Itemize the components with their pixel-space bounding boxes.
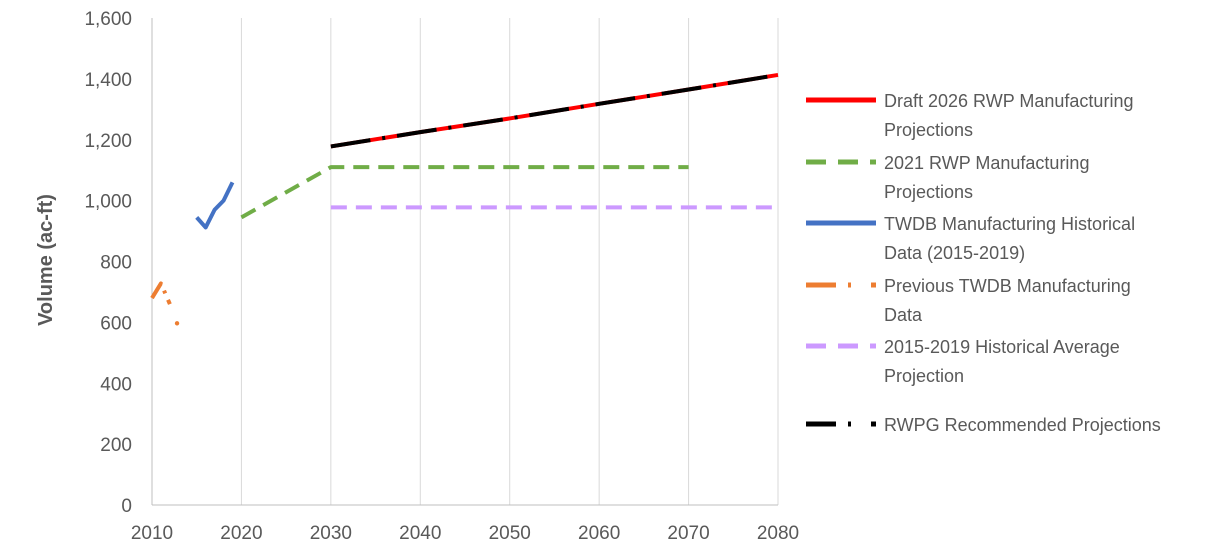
x-tick-label: 2040 [399,523,441,544]
legend-label: RWPG Recommended Projections [884,415,1161,435]
legend-entry: 2015-2019 Historical Average Projection [806,337,1120,386]
series-2021-rwp-manufacturing-projections-line [240,165,689,220]
series-previous-twdb-manufacturing-data [150,281,180,326]
axes [151,18,778,506]
legend-entry: Previous TWDB Manufacturing Data [806,276,1131,325]
legend-label: 2021 RWP Manufacturing [884,153,1089,173]
x-tick-label: 2070 [667,523,709,544]
legend-label: Data [884,305,923,325]
y-tick-label: 400 [100,374,132,395]
legend-label: Previous TWDB Manufacturing [884,276,1131,296]
legend-label: Draft 2026 RWP Manufacturing [884,91,1133,111]
y-tick-label: 0 [121,496,132,517]
y-tick-label: 600 [100,313,132,334]
y-tick-label: 1,600 [84,9,132,30]
x-tick-label: 2050 [489,523,531,544]
legend-label: Projections [884,120,973,140]
x-tick-label: 2010 [131,523,173,544]
legend: Draft 2026 RWP ManufacturingProjections2… [806,91,1161,435]
data-point [174,321,180,326]
series-rwpg-recommended-projections-line [330,72,779,149]
series-rwpg-recommended-projections [330,72,779,149]
legend-entry: 2021 RWP Manufacturing Projections [806,153,1089,202]
legend-entry: RWPG Recommended Projections [806,415,1161,435]
legend-label: Projection [884,366,964,386]
legend-label: TWDB Manufacturing Historical [884,214,1135,234]
y-tick-label: 800 [100,253,132,274]
legend-label: Data (2015-2019) [884,243,1025,263]
grid [240,18,779,505]
plot-area [150,72,779,326]
legend-entry: Draft 2026 RWP Manufacturing Projections [806,91,1133,140]
y-tick-label: 1,400 [84,70,132,91]
series-previous-twdb-manufacturing-data-line [150,281,172,305]
legend-label: 2015-2019 Historical Average [884,337,1120,357]
series-twdb-manufacturing-historical-data-2015-2019-line [195,181,235,230]
tick-labels: 0 200 400 600 800 1,000 1,200 1,400 1,600 2010 202… [84,9,799,544]
x-tick-label: 2080 [757,523,799,544]
x-tick-label: 2030 [310,523,352,544]
legend-label: Projections [884,182,973,202]
legend-entry: TWDB Manufacturing Historical Data (2015-… [806,214,1135,263]
x-tick-label: 2060 [578,523,620,544]
series-2021-rwp-manufacturing-projections [240,165,689,220]
y-tick-label: 1,000 [84,192,132,213]
y-tick-label: 200 [100,435,132,456]
y-tick-label: 1,200 [84,131,132,152]
x-tick-label: 2020 [220,523,262,544]
y-axis-label: Volume (ac-ft) [35,194,57,326]
series-twdb-manufacturing-historical-data-2015-2019 [195,181,235,230]
